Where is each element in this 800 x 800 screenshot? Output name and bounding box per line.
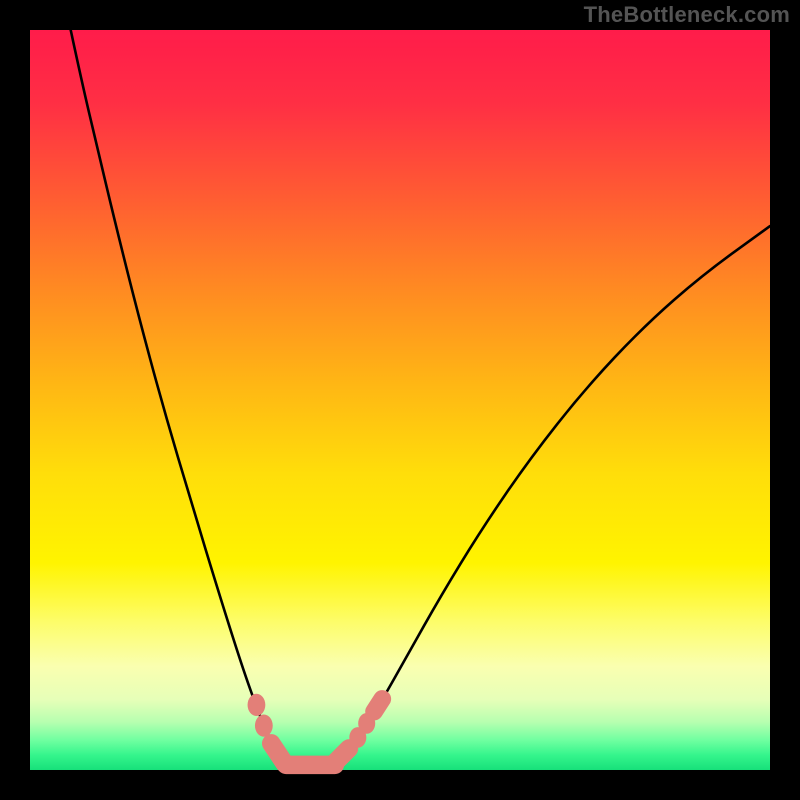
watermark-label: TheBottleneck.com xyxy=(584,2,790,28)
chart-root: TheBottleneck.com xyxy=(0,0,800,800)
gradient-background xyxy=(30,30,770,770)
marker-dot xyxy=(248,694,266,716)
bottleneck-curve-chart xyxy=(0,0,800,800)
marker-dot xyxy=(255,715,273,737)
marker-capsule xyxy=(336,749,349,762)
marker-capsule xyxy=(374,699,382,712)
